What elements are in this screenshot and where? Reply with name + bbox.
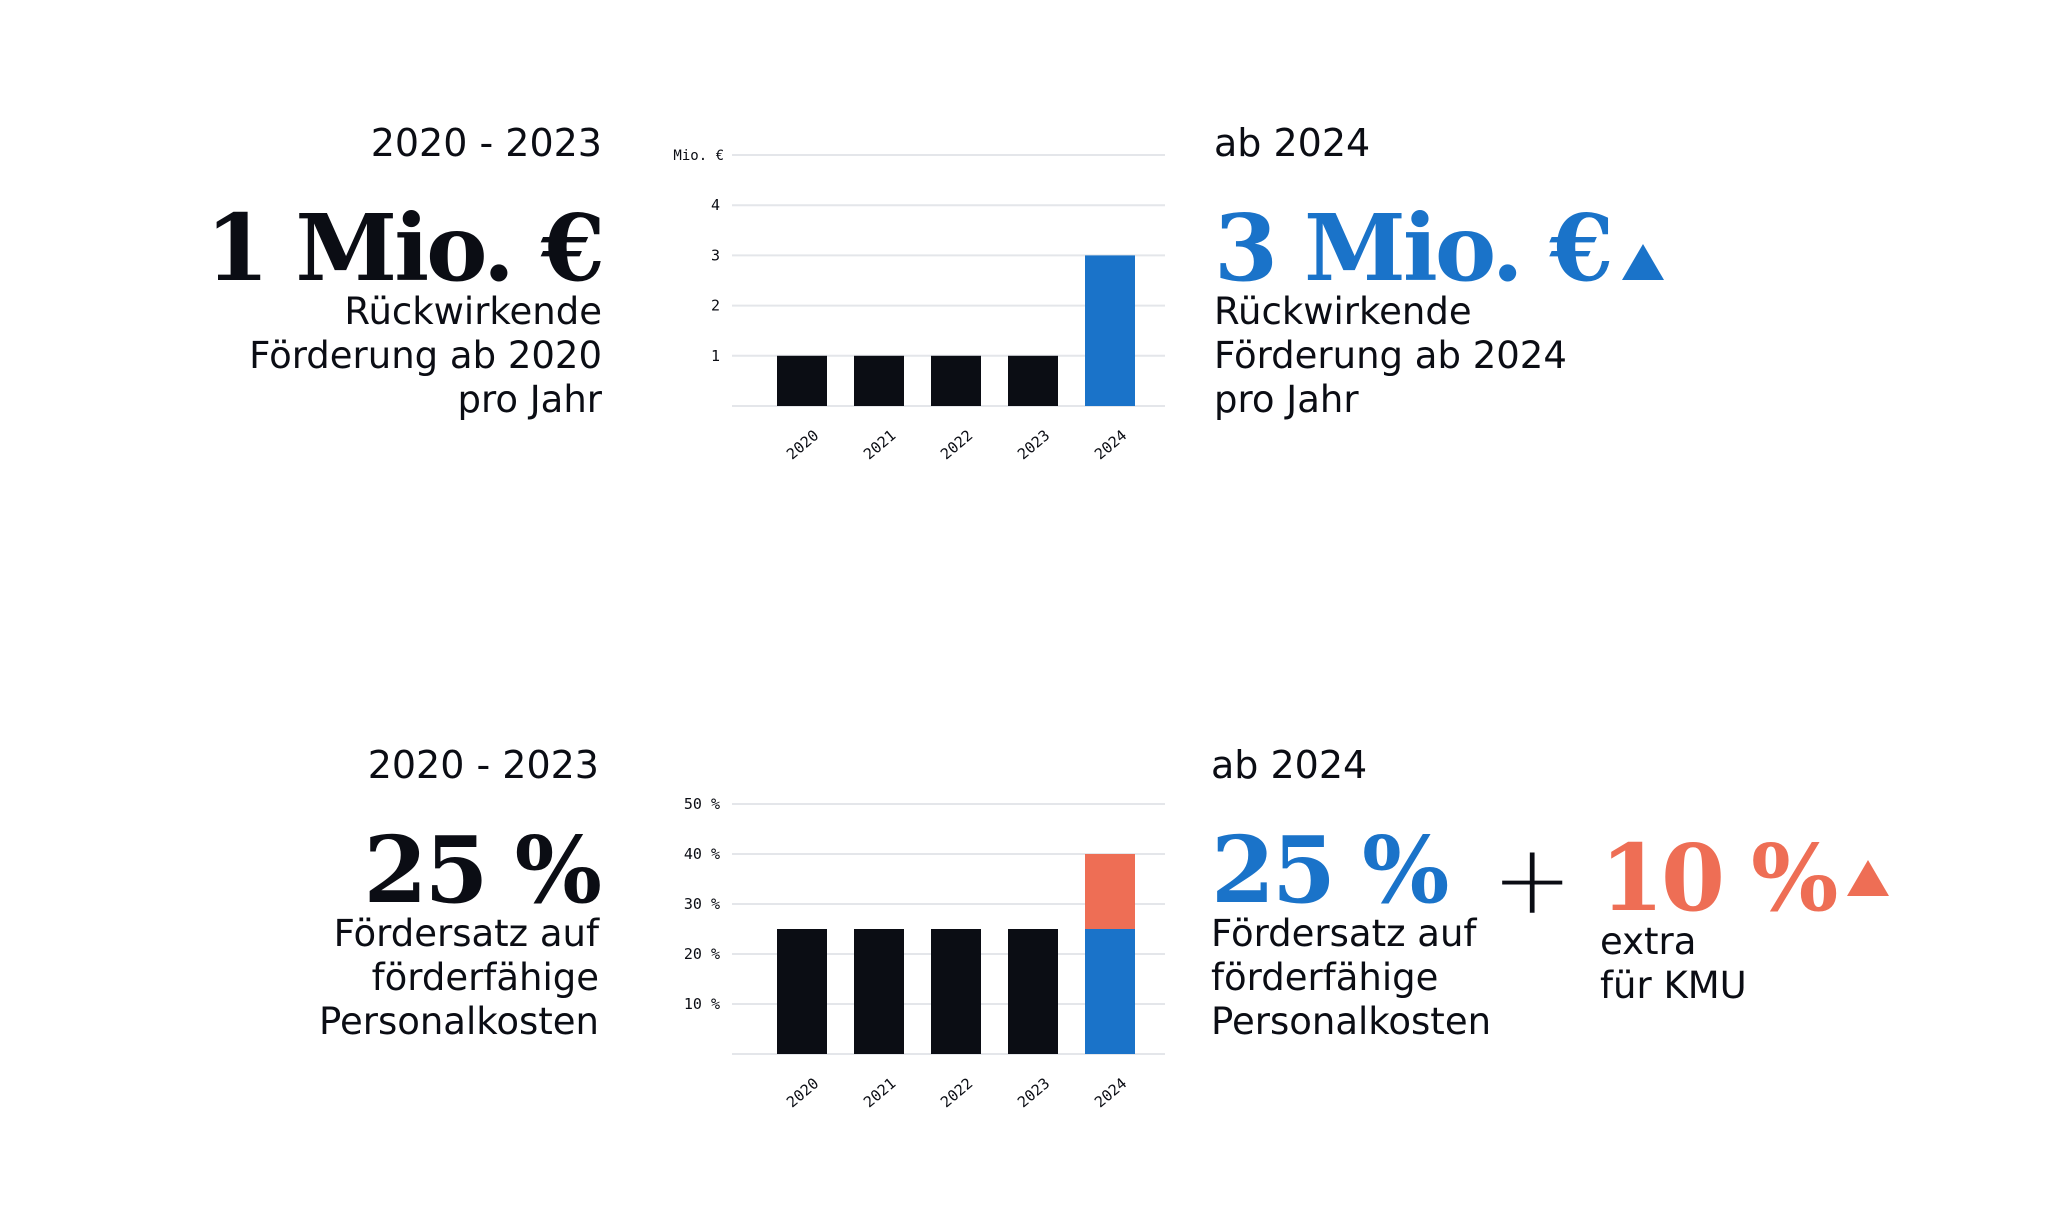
bottom-right-period: ab 2024 [1211, 743, 1368, 787]
bar-2021 [854, 355, 904, 406]
desc-line: förderfähige [1211, 956, 1439, 999]
bottom-right-description: Fördersatz auf förderfähige Personalkost… [1211, 912, 1491, 1044]
bar-2022 [931, 355, 981, 406]
desc-line: pro Jahr [457, 378, 602, 421]
top-left-block: 2020 - 2023 1 Mio. € Rückwirkende Förder… [205, 121, 605, 422]
bar-2021 [854, 929, 904, 1054]
desc-line: Personalkosten [1211, 1000, 1492, 1043]
top-left-value: 1 Mio. € [205, 194, 605, 302]
y-tick-label: 4 [711, 196, 720, 214]
bar-2022 [931, 929, 981, 1054]
bottom-left-description: Fördersatz auf förderfähige Personalkost… [319, 912, 599, 1044]
desc-line: für KMU [1600, 964, 1747, 1007]
bar-2023 [1008, 929, 1058, 1054]
bottom-right-value: 25 % [1211, 816, 1449, 924]
y-tick-label: 1 [711, 347, 720, 365]
bar-2023 [1008, 355, 1058, 406]
bar-2020 [777, 929, 827, 1054]
desc-line: Personalkosten [318, 1000, 599, 1043]
plus-sign: + [1492, 824, 1573, 936]
increase-triangle-icon [1846, 859, 1889, 896]
y-tick-label: 40 % [684, 845, 720, 863]
x-tick-label: 2020 [783, 1074, 822, 1111]
top-right-value: 3 Mio. € [1214, 194, 1614, 302]
y-tick-label: 3 [711, 246, 720, 264]
x-tick-label: 2022 [937, 1074, 976, 1111]
y-tick-label: 30 % [684, 895, 720, 913]
bar-2024 [1085, 854, 1135, 929]
desc-line: pro Jahr [1214, 378, 1359, 421]
bar-2024 [1085, 255, 1135, 406]
top-right-description: Rückwirkende Förderung ab 2024 pro Jahr [1214, 290, 1664, 422]
bottom-left-value: 25 % [363, 816, 602, 924]
top-right-period: ab 2024 [1214, 121, 1371, 165]
desc-line: extra [1600, 920, 1697, 963]
increase-triangle-icon [1621, 243, 1664, 280]
bar-2024 [1085, 929, 1135, 1054]
desc-line: Rückwirkende [344, 290, 602, 333]
kmu-extra-block: 10 % extra für KMU [1600, 832, 1889, 1008]
top-left-description: Rückwirkende Förderung ab 2020 pro Jahr [205, 290, 602, 422]
bottom-right-block: ab 2024 25 % Fördersatz auf förderfähige… [1211, 746, 1491, 1044]
bottom-left-block: 2020 - 2023 25 % Fördersatz auf förderfä… [319, 743, 602, 1044]
desc-line: Förderung ab 2024 [1214, 334, 1567, 377]
kmu-extra-description: extra für KMU [1600, 920, 1889, 1008]
desc-line: Fördersatz auf [333, 912, 599, 955]
x-tick-label: 2024 [1091, 1074, 1130, 1111]
y-tick-label: 2 [711, 297, 720, 315]
kmu-extra-value: 10 % [1600, 824, 1838, 932]
top-left-period: 2020 - 2023 [370, 121, 602, 165]
y-tick-label: 10 % [684, 995, 720, 1013]
desc-line: Förderung ab 2020 [249, 334, 602, 377]
desc-line: Fördersatz auf [1211, 912, 1477, 955]
bar-2020 [777, 355, 827, 406]
x-tick-label: 2023 [1014, 1074, 1053, 1111]
x-tick-label: 2021 [860, 1074, 899, 1111]
y-unit-label: Mio. € [673, 148, 724, 164]
y-tick-label: 20 % [684, 945, 720, 963]
desc-line: Rückwirkende [1214, 290, 1472, 333]
bottom-left-period: 2020 - 2023 [367, 743, 599, 787]
desc-line: förderfähige [371, 956, 599, 999]
y-tick-label: 50 % [684, 795, 720, 813]
top-right-block: ab 2024 3 Mio. € Rückwirkende Förderung … [1214, 124, 1664, 422]
